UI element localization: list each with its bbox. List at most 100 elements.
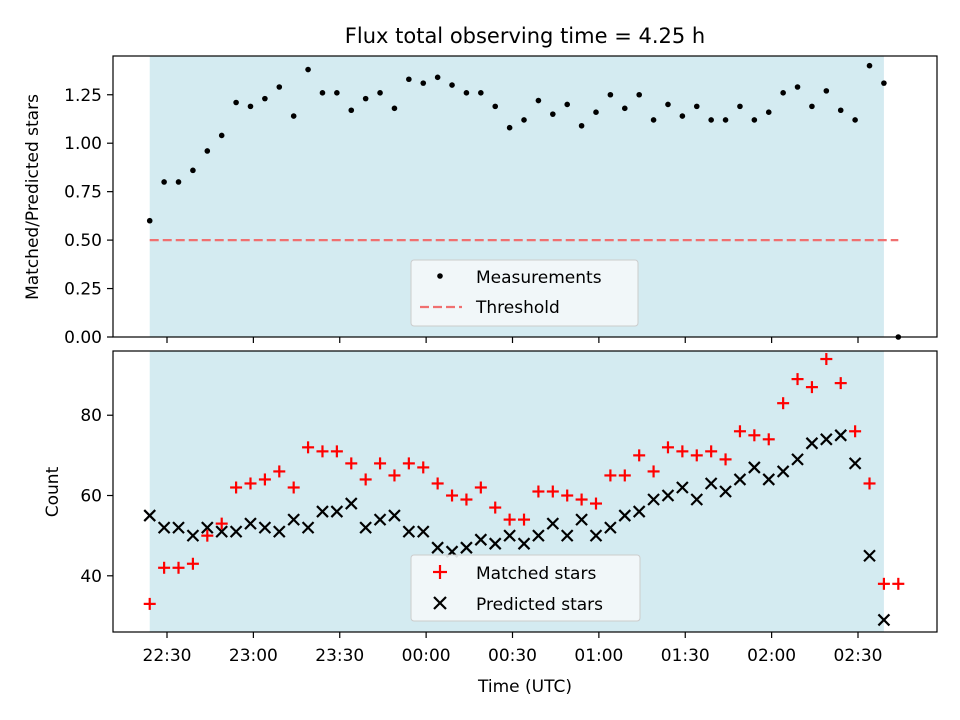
- matched-stars-point: [402, 457, 415, 470]
- legend-matched-marker: [433, 565, 447, 579]
- x-axis-label: Time (UTC): [477, 677, 572, 697]
- predicted-stars-point: [676, 481, 689, 494]
- predicted-stars-point: [373, 513, 387, 526]
- measurement-point: [521, 117, 527, 123]
- measurement-point: [305, 66, 311, 73]
- predicted-stars-point: [172, 521, 185, 534]
- x-tick-label: 23:30: [315, 646, 364, 666]
- y-tick-label: 0.25: [64, 280, 102, 300]
- predicted-stars-point: [301, 521, 315, 534]
- matched-stars-point: [690, 449, 703, 462]
- counts-legend: Matched stars Predicted stars: [410, 554, 641, 622]
- matched-stars-point: [302, 441, 315, 454]
- legend-predicted-marker: [433, 596, 447, 610]
- measurement-point: [247, 103, 254, 110]
- y-tick-label: 1.00: [64, 134, 102, 154]
- matched-stars-point: [561, 489, 574, 502]
- predicted-stars-point: [733, 473, 747, 486]
- measurement-point: [146, 217, 153, 224]
- y-tick-label: 0.00: [64, 328, 102, 348]
- matched-stars-point: [316, 445, 329, 458]
- predicted-stars-point: [316, 505, 329, 518]
- measurement-point: [377, 90, 383, 96]
- predicted-stars-point: [143, 509, 157, 522]
- measurement-point: [434, 74, 441, 81]
- y-tick-label: 0.50: [64, 231, 102, 251]
- measurement-point: [751, 117, 758, 123]
- predicted-stars-point: [488, 537, 502, 550]
- matched-stars-point: [388, 469, 401, 482]
- matched-stars-point: [762, 433, 775, 446]
- matched-stars-point: [719, 453, 732, 466]
- measurement-point: [621, 105, 628, 112]
- matched-stars-point: [705, 445, 718, 458]
- measurement-point: [866, 62, 873, 69]
- measurement-point: [204, 148, 211, 154]
- matched-stars-point: [273, 465, 286, 478]
- predicted-stars-point: [431, 541, 444, 554]
- predicted-stars-point: [287, 513, 300, 526]
- measurement-point: [175, 179, 182, 185]
- matched-stars-point: [417, 461, 430, 474]
- ratio-y-axis-label: Matched/Predicted stars: [23, 94, 43, 300]
- predicted-stars-point: [157, 521, 171, 534]
- measurement-point: [593, 109, 599, 115]
- predicted-stars-point: [575, 513, 588, 526]
- predicted-stars-point: [834, 429, 848, 442]
- x-tick-label: 01:00: [574, 646, 623, 666]
- matched-stars-point: [863, 477, 876, 490]
- measurement-point: [809, 103, 815, 110]
- matched-stars-point: [474, 481, 487, 494]
- legend-matched-label: Matched stars: [476, 564, 596, 584]
- counts-y-axis-label: Count: [43, 466, 63, 517]
- matched-stars-point: [575, 493, 588, 506]
- measurement-point: [665, 101, 671, 108]
- predicted-stars-point: [863, 549, 876, 563]
- predicted-stars-point: [589, 529, 603, 542]
- measurement-point: [881, 80, 887, 86]
- predicted-stars-point: [215, 525, 228, 538]
- measurement-point: [276, 84, 283, 90]
- measurement-point: [837, 107, 844, 114]
- predicted-stars-point: [704, 477, 718, 490]
- y-tick-label: 80: [80, 406, 102, 426]
- matched-stars-point: [633, 449, 646, 462]
- matched-stars-point: [733, 425, 746, 438]
- matched-stars-point: [374, 457, 387, 470]
- measurement-point: [535, 97, 542, 104]
- predicted-stars-point: [820, 433, 833, 446]
- measurement-point: [478, 90, 484, 96]
- y-tick-label: 40: [80, 567, 102, 587]
- measurement-point: [290, 113, 297, 119]
- predicted-stars-point: [719, 485, 732, 498]
- matched-stars-point: [834, 377, 847, 390]
- measurement-point: [190, 167, 196, 174]
- predicted-stars-point: [258, 521, 272, 534]
- matched-stars-point: [661, 441, 674, 454]
- predicted-stars-point: [632, 505, 646, 518]
- predicted-stars-point: [546, 517, 560, 530]
- measurement-point: [794, 84, 801, 90]
- predicted-stars-point: [201, 521, 214, 534]
- legend-predicted-label: Predicted stars: [476, 595, 603, 615]
- legend-threshold-label: Threshold: [475, 298, 560, 318]
- x-tick-label: 01:30: [661, 646, 710, 666]
- matched-stars-point: [546, 485, 559, 498]
- matched-stars-point: [604, 469, 617, 482]
- predicted-stars-point: [330, 505, 344, 518]
- matched-stars-point: [777, 397, 790, 410]
- predicted-stars-point: [388, 509, 401, 522]
- measurement-point: [463, 90, 470, 96]
- matched-stars-point: [489, 501, 502, 514]
- matched-stars-point: [460, 493, 473, 506]
- measurement-point: [823, 88, 830, 94]
- figure-title: Flux total observing time = 4.25 h: [345, 24, 705, 48]
- predicted-stars-point: [344, 497, 358, 510]
- legend-measurements-marker: [437, 273, 443, 279]
- counts-panel: 22:30 23:00 23:30 00:00 00:30 01:00 01:30 02:00…: [43, 350, 938, 697]
- matched-stars-point: [158, 561, 171, 574]
- predicted-stars-point: [416, 525, 430, 538]
- matched-stars-point: [589, 497, 602, 510]
- matched-stars-point: [258, 473, 271, 486]
